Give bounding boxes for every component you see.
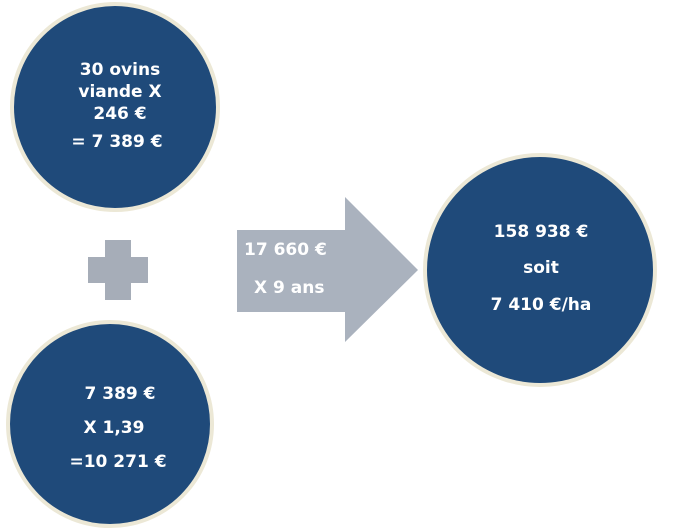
circle-node	[10, 2, 220, 212]
node-text: 7 410 €/ha	[491, 295, 592, 315]
node-text: X 1,39	[84, 418, 145, 438]
plus-sign	[88, 240, 148, 300]
node-text: X 9 ans	[254, 278, 324, 298]
node-text: = 7 389 €	[71, 132, 162, 152]
node-text: viande X	[78, 82, 161, 102]
node-text: soit	[523, 258, 559, 278]
circle-node	[423, 153, 657, 387]
node-text: 158 938 €	[494, 222, 589, 242]
node-text: 7 389 €	[85, 384, 156, 404]
circle-node	[6, 320, 214, 528]
node-text: 17 660 €	[244, 240, 327, 260]
node-text: =10 271 €	[69, 452, 166, 472]
node-text: 30 ovins	[80, 60, 160, 80]
arrow	[237, 197, 418, 342]
node-labels: 30 ovins viande X 246 € = 7 389 € 7 389 …	[69, 60, 591, 472]
node-text: 246 €	[93, 104, 146, 124]
